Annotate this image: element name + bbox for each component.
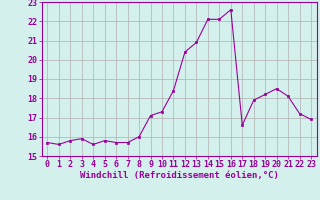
X-axis label: Windchill (Refroidissement éolien,°C): Windchill (Refroidissement éolien,°C) [80, 171, 279, 180]
